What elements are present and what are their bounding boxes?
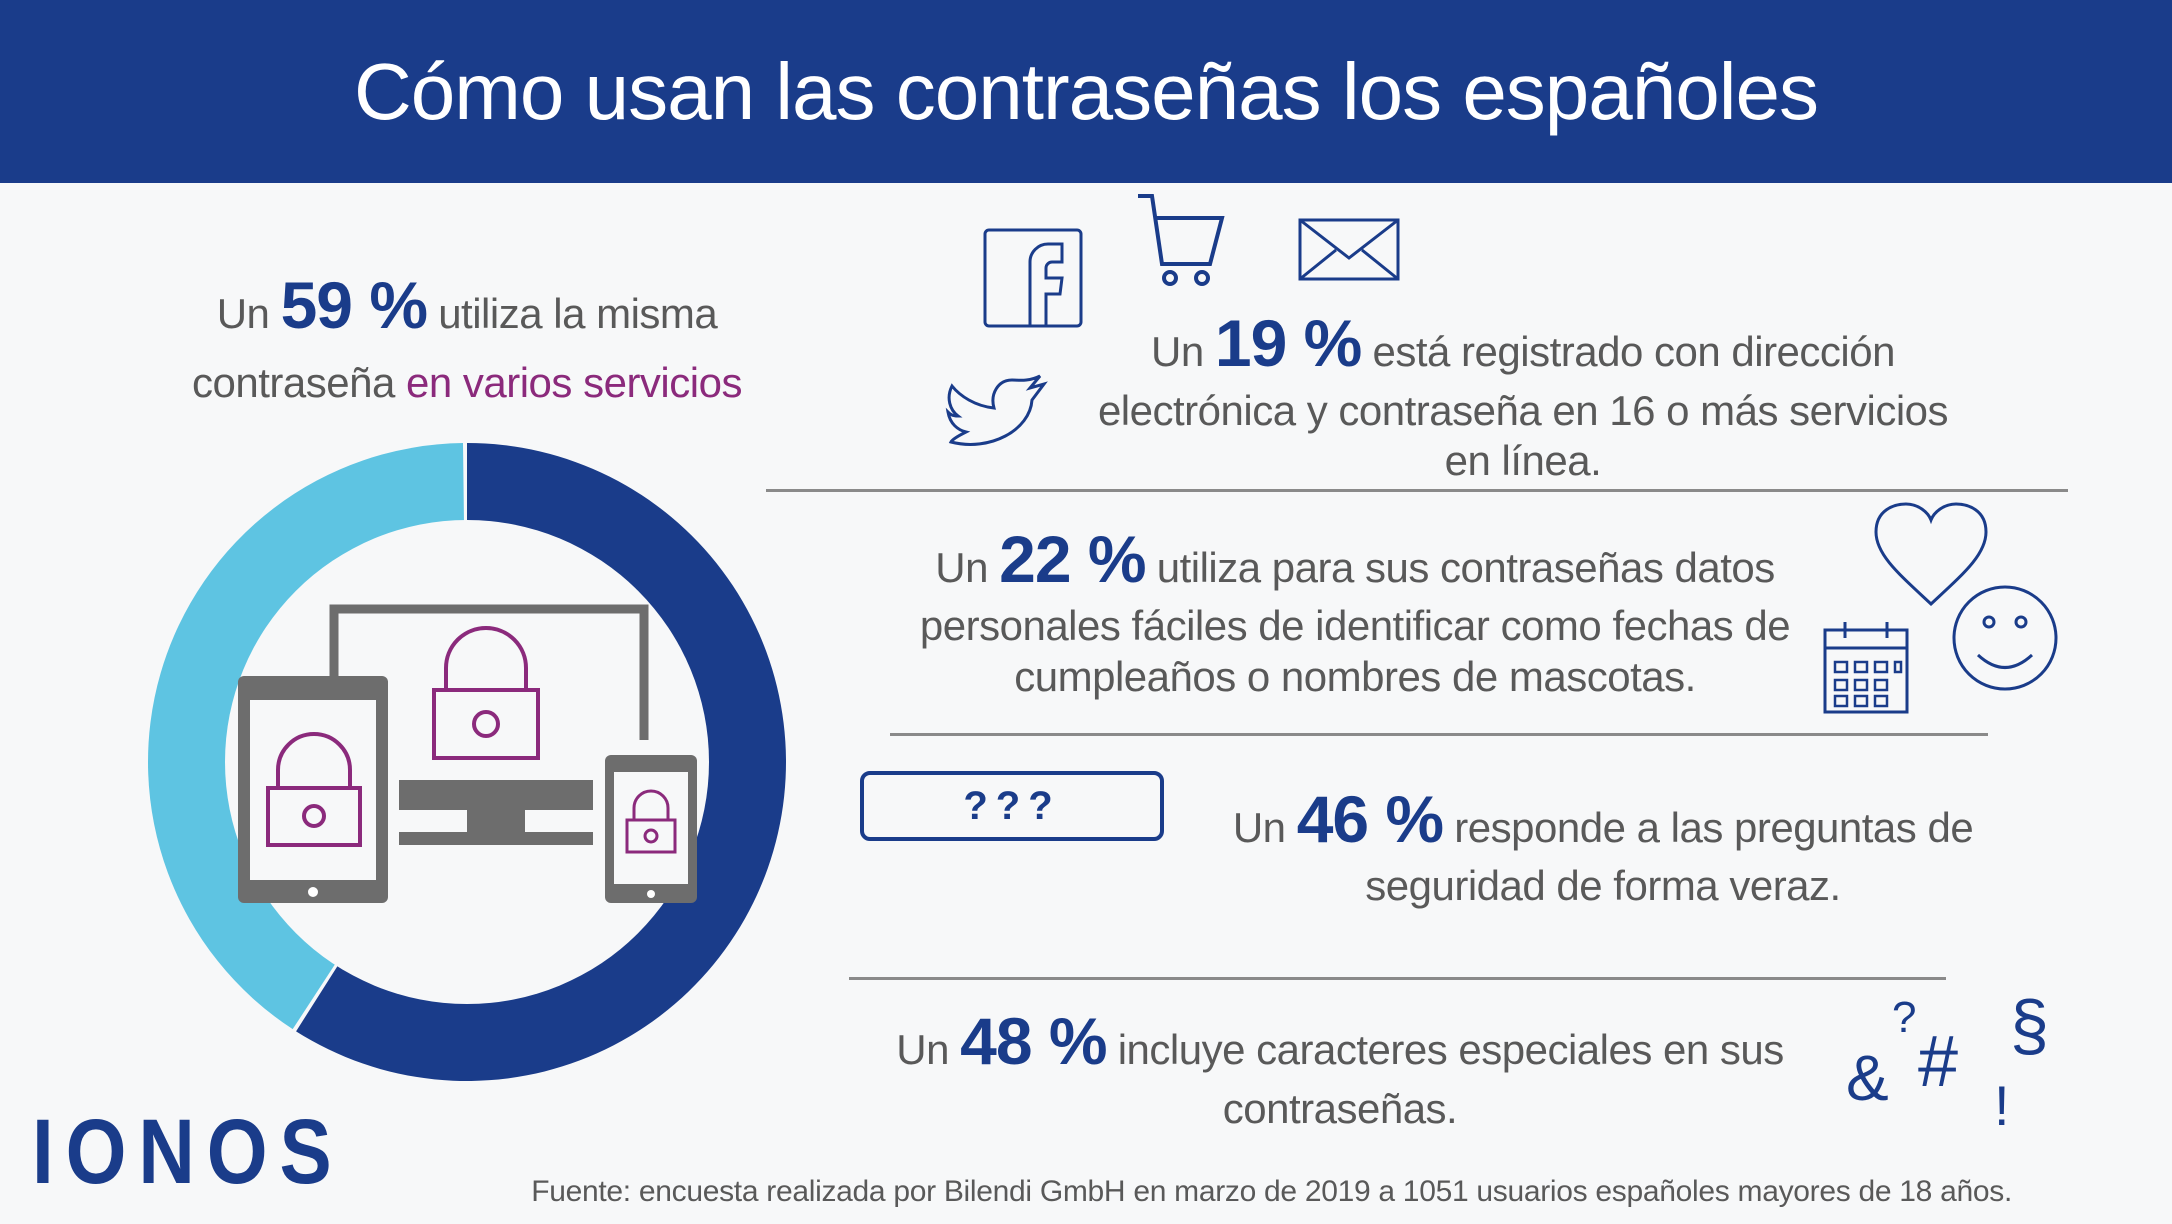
- stat-19-line2: electrónica y contraseña en 16 o más ser…: [1097, 387, 1949, 434]
- stat-22-line1: Un 22 % utiliza para sus contraseñas dat…: [935, 522, 1775, 596]
- lock-icon: [625, 789, 677, 854]
- twitter-icon: [945, 374, 1048, 446]
- devices-icon: [238, 604, 697, 903]
- calendar-icon: [1823, 622, 1909, 714]
- divider: [766, 489, 2068, 492]
- smiley-icon: [1952, 585, 2058, 691]
- source-footnote: Fuente: encuesta realizada por Bilendi G…: [531, 1175, 2012, 1208]
- stat-48-line1: Un 48 % incluye caracteres especiales en…: [896, 1004, 1784, 1078]
- divider: [890, 733, 1988, 736]
- ionos-logo: IONOS: [32, 1101, 344, 1203]
- ampersand-symbol: &: [1846, 1042, 1889, 1114]
- stat-46-line1: Un 46 % responde a las preguntas de: [1232, 782, 1974, 856]
- stat-19-line1: Un 19 % está registrado con dirección: [1151, 306, 1895, 380]
- stat-19-line3: en línea.: [1444, 437, 1602, 484]
- stat-22-line2: personales fáciles de identificar como f…: [919, 602, 1791, 649]
- stat-46-line2: seguridad de forma veraz.: [1365, 862, 1841, 909]
- hash-symbol: #: [1918, 1022, 1959, 1102]
- facebook-icon: [983, 228, 1083, 328]
- section-symbol: §: [2010, 986, 2049, 1064]
- exclamation-symbol: !: [1994, 1074, 2010, 1137]
- lock-icon: [432, 626, 540, 760]
- page-title: Cómo usan las contraseñas los españoles: [353, 47, 1819, 136]
- lock-icon: [266, 732, 362, 847]
- divider: [849, 977, 1946, 980]
- heart-icon: [1874, 502, 1988, 607]
- stat-48-line2: contraseñas.: [1222, 1085, 1458, 1132]
- header-banner: Cómo usan las contraseñas los españoles: [0, 0, 2172, 183]
- stat-59-line2: contraseña en varios servicios: [192, 359, 742, 406]
- envelope-icon: [1298, 218, 1400, 281]
- cart-icon: [1138, 194, 1225, 286]
- stat-22-line3: cumpleaños o nombres de mascotas.: [1014, 653, 1696, 700]
- security-question-box: ???: [860, 771, 1164, 841]
- stat-59-line1: Un 59 % utiliza la misma: [216, 268, 718, 342]
- question-symbol: ?: [1892, 993, 1917, 1042]
